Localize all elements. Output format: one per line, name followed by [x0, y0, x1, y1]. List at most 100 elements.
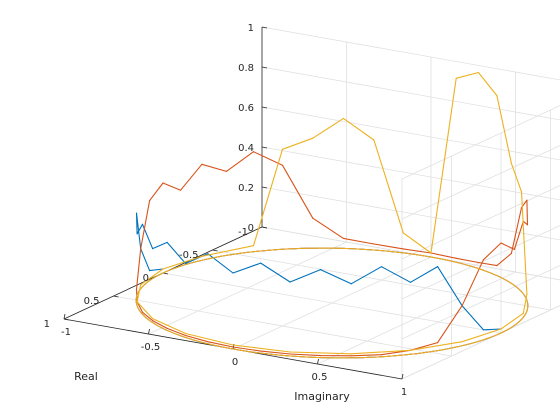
series-2-point-10 [136, 301, 138, 303]
series-0-point-6 [152, 248, 154, 250]
y-tick-label-2: 0 [143, 273, 149, 284]
side-wall-grid-z-2 [401, 225, 560, 300]
back-wall-grid-z-2 [261, 146, 560, 201]
series-2-point-21 [520, 191, 523, 193]
grid-layer [63, 26, 560, 380]
back-wall-grid-z-4 [261, 66, 560, 121]
series-1-point-20 [232, 346, 234, 348]
x-tick-label-0: -1 [61, 327, 71, 338]
series-1-point-7 [225, 170, 227, 172]
series-2-point-6 [252, 245, 255, 247]
side-wall-grid-z-0 [401, 305, 560, 380]
series-1-point-38 [477, 261, 479, 264]
series-2-point-17 [461, 341, 463, 343]
series-2-point-25 [455, 77, 457, 79]
side-wall-grid-z-1 [401, 265, 560, 340]
y-tick-label-0: -1 [238, 227, 248, 238]
series-1-point-3 [342, 237, 345, 239]
series-1-point-5 [281, 164, 284, 166]
series-0-point-17 [437, 266, 439, 268]
series-2-point-19 [522, 312, 524, 314]
x-tick-label-4: 1 [401, 387, 407, 398]
back-wall-grid-z-1 [261, 186, 560, 241]
side-wall-grid-z-4 [401, 145, 560, 220]
series-1-point-19 [207, 341, 209, 343]
series-0-point-13 [319, 269, 322, 271]
z-tick-mark-3 [261, 106, 268, 109]
series-2-point-20 [526, 293, 528, 295]
series-1-point-29 [482, 259, 484, 261]
series-2-point-11 [152, 318, 154, 320]
series-1-point-31 [513, 248, 516, 250]
series-1-point-27 [437, 342, 439, 344]
series-2-line [136, 71, 528, 355]
series-2-point-15 [350, 353, 352, 355]
z-tick-label-3: 0.6 [238, 103, 254, 114]
series-2-point-2 [373, 139, 375, 141]
x-tick-label-2: 0 [232, 357, 238, 368]
series-0-line [135, 212, 502, 331]
series-2-point-12 [185, 332, 187, 335]
series-1-point-28 [461, 305, 463, 307]
series-layer [135, 71, 529, 359]
z-tick-label-5: 1 [248, 23, 254, 34]
series-1-point-6 [252, 151, 255, 153]
series-2-point-9 [140, 284, 142, 286]
series-0-point-19 [482, 329, 484, 331]
series-1-point-21 [260, 350, 262, 352]
floor-grid-y-3 [113, 295, 452, 357]
series-1-point-2 [373, 243, 375, 245]
series-2 [135, 71, 529, 359]
series-0-point-10 [232, 272, 234, 274]
series-1-point-9 [180, 189, 182, 191]
z-tick-mark-1 [261, 186, 268, 189]
y-tick-label-4: 1 [44, 319, 50, 330]
series-1-point-8 [201, 163, 203, 165]
series-1-point-11 [149, 200, 151, 202]
series-1-point-23 [319, 355, 322, 357]
floor-grid-y-1 [212, 249, 551, 311]
series-1-point-16 [152, 320, 154, 322]
series-2-point-8 [162, 268, 164, 270]
series-2-point-7 [201, 255, 203, 257]
x-tick-label-3: 0.5 [312, 372, 328, 383]
series-1-point-33 [526, 224, 529, 226]
z-tick-label-0: 0 [248, 223, 254, 234]
series-1-point-1 [402, 248, 404, 250]
z-tick-mark-0 [261, 226, 268, 229]
side-wall-grid-z-3 [401, 185, 560, 260]
series-1-point-17 [166, 327, 168, 329]
series-2-point-1 [402, 232, 404, 234]
series-2-point-18 [500, 328, 502, 330]
series-2-point-5 [281, 148, 284, 150]
y-tick-mark-1 [212, 249, 218, 252]
back-wall-grid-z-5 [261, 26, 560, 81]
series-2-point-23 [496, 95, 498, 97]
series-0-point-1 [149, 270, 151, 272]
series-0-point-9 [207, 253, 209, 255]
series-1-point-22 [289, 353, 291, 355]
series-1-point-30 [500, 242, 502, 244]
floor-grid-y-2 [162, 272, 502, 334]
z-tick-label-1: 0.2 [238, 183, 254, 194]
series-2-point-3 [342, 117, 345, 119]
y-tick-mark-4 [63, 318, 70, 321]
floor-grid-x-4 [401, 305, 560, 380]
series-2-point-26 [430, 252, 432, 254]
series-1-point-34 [526, 199, 528, 201]
series-0-point-16 [409, 281, 412, 283]
x-tick-label-1: -0.5 [141, 342, 161, 353]
series-1-point-39 [455, 257, 457, 259]
series-1-point-24 [350, 355, 352, 357]
x-tick-mark-4 [401, 373, 404, 380]
z-tick-label-2: 0.4 [238, 143, 254, 154]
series-2-point-4 [312, 137, 314, 139]
series-0-point-7 [166, 241, 168, 243]
series-1-point-37 [496, 265, 498, 267]
series-2-point-13 [232, 344, 234, 346]
series-2-base-circle [135, 247, 529, 359]
series-0-point-14 [350, 283, 352, 285]
back-wall-grid-z-3 [261, 106, 560, 161]
series-1-point-18 [185, 334, 187, 337]
tick-layer: -1 -0.5 0 0.5 1 -1 -0.5 0 0.5 1 0 0.2 0.4 0.6 0.8 1 [44, 23, 408, 398]
